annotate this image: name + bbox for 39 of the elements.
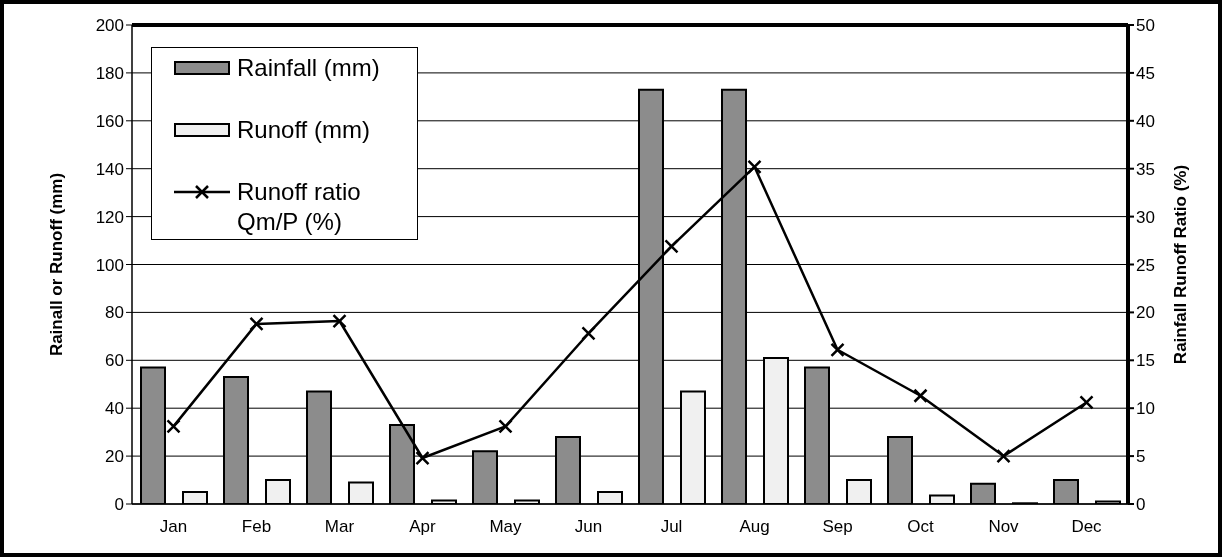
y2-axis-title: Rainfall Runoff Ratio (%) (1170, 164, 1190, 365)
y-tick-label: 160 (95, 111, 124, 131)
y2-tick-label: 40 (1136, 111, 1155, 131)
y2-tick-label: 0 (1136, 495, 1146, 515)
y-tick-label: 40 (105, 399, 124, 419)
y2-tick-label: 25 (1136, 255, 1155, 275)
y-axis-title: Rainall or Runoff (mm) (46, 172, 66, 357)
x-tick-label: May (489, 517, 523, 537)
legend-label: Runoff (mm) (237, 115, 370, 145)
y-tick-label: 140 (95, 159, 124, 179)
legend-label: Rainfall (mm) (237, 53, 380, 83)
legend-label: Runoff ratio Qm/P (%) (237, 177, 362, 237)
x-tick-label: Oct (907, 517, 934, 537)
x-tick-label: Feb (241, 517, 272, 537)
y-tick-label: 0 (114, 495, 124, 515)
y2-tick-label: 15 (1136, 351, 1155, 371)
x-tick-label: Jan (159, 517, 188, 537)
x-tick-label: Nov (988, 517, 1020, 537)
y-tick-label: 120 (95, 207, 124, 227)
y2-tick-label: 45 (1136, 63, 1155, 83)
x-tick-label: Mar (324, 517, 355, 537)
y-tick-label: 20 (105, 447, 124, 467)
x-tick-label: Sep (822, 517, 853, 537)
y2-tick-label: 35 (1136, 159, 1155, 179)
y2-tick-label: 50 (1136, 16, 1155, 36)
x-tick-label: Aug (739, 517, 770, 537)
y2-tick-label: 20 (1136, 303, 1155, 323)
y2-tick-label: 30 (1136, 207, 1155, 227)
y-tick-label: 200 (95, 16, 124, 36)
y-tick-label: 60 (105, 351, 124, 371)
y2-tick-label: 10 (1136, 399, 1155, 419)
y-tick-label: 100 (95, 255, 124, 275)
x-tick-label: Jul (660, 517, 683, 537)
y2-tick-label: 5 (1136, 447, 1146, 467)
x-tick-label: Apr (409, 517, 437, 537)
x-tick-label: Jun (574, 517, 603, 537)
x-tick-label: Dec (1071, 517, 1103, 537)
y-tick-label: 180 (95, 63, 124, 83)
y-tick-label: 80 (105, 303, 124, 323)
